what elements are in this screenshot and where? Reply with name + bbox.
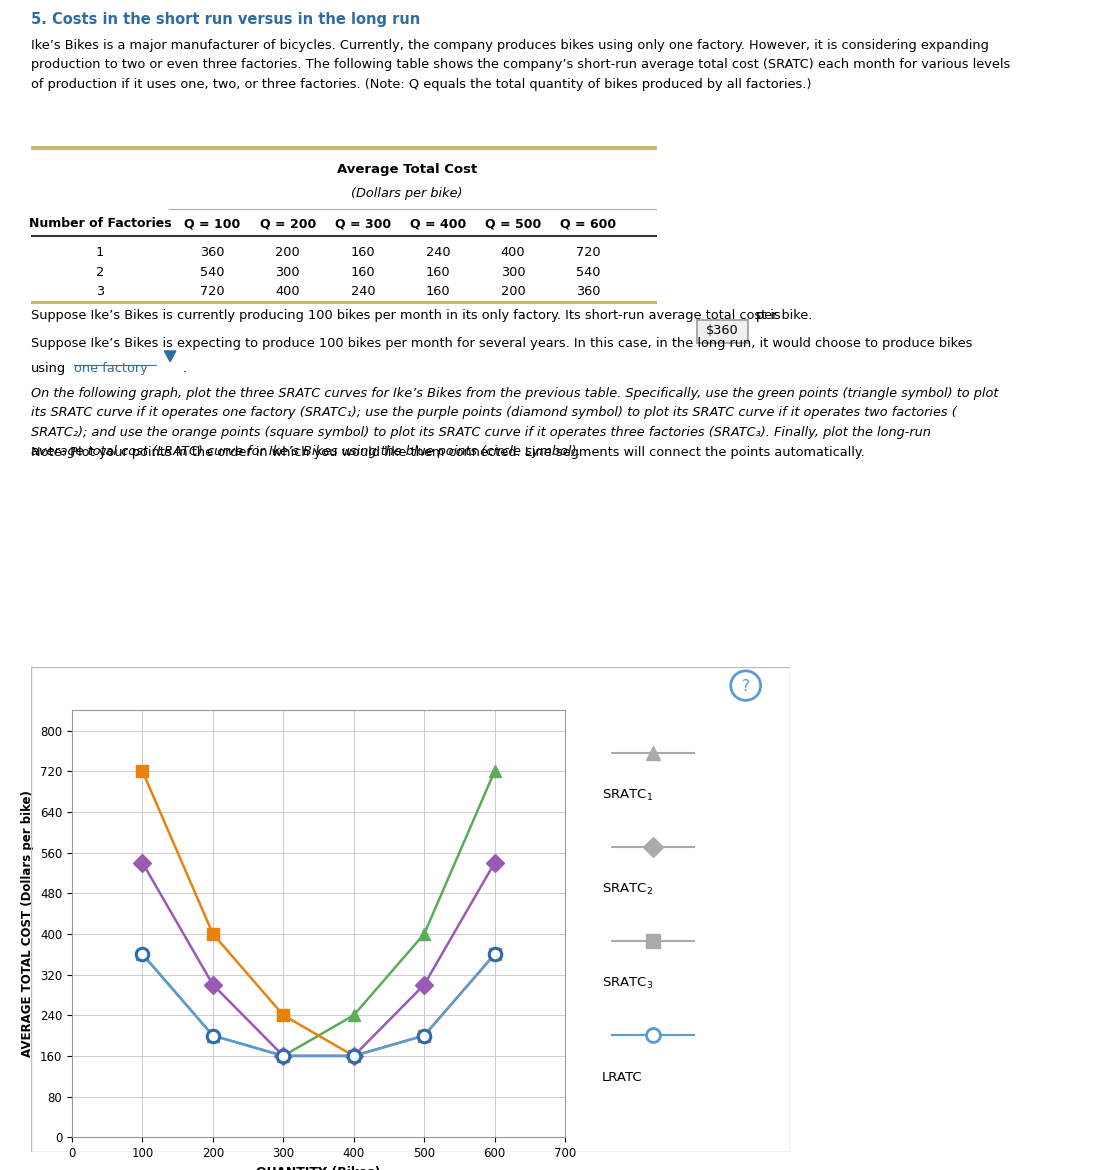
Text: 5. Costs in the short run versus in the long run: 5. Costs in the short run versus in the … [31, 12, 420, 27]
Text: Q = 500: Q = 500 [485, 218, 541, 230]
Text: 240: 240 [350, 285, 376, 298]
Text: Q = 200: Q = 200 [259, 218, 316, 230]
Text: On the following graph, plot the three SRATC curves for Ike’s Bikes from the pre: On the following graph, plot the three S… [31, 387, 998, 457]
Text: 240: 240 [425, 246, 450, 259]
Text: 3: 3 [95, 285, 104, 298]
Text: 540: 540 [201, 266, 225, 280]
Text: Q = 300: Q = 300 [335, 218, 391, 230]
Text: LRATC: LRATC [603, 1071, 643, 1083]
X-axis label: QUANTITY (Bikes): QUANTITY (Bikes) [256, 1165, 381, 1170]
Text: SRATC$_1$: SRATC$_1$ [603, 789, 654, 803]
Text: SRATC$_2$: SRATC$_2$ [603, 882, 654, 897]
Text: Suppose Ike’s Bikes is expecting to produce 100 bikes per month for several year: Suppose Ike’s Bikes is expecting to prod… [31, 337, 973, 350]
Text: 160: 160 [350, 266, 376, 280]
Text: Average Total Cost: Average Total Cost [337, 164, 476, 177]
Text: 1: 1 [95, 246, 104, 259]
Polygon shape [164, 351, 176, 362]
Text: 360: 360 [576, 285, 601, 298]
Text: Q = 600: Q = 600 [561, 218, 616, 230]
Text: .: . [183, 362, 187, 374]
Text: Q = 100: Q = 100 [184, 218, 240, 230]
Text: one factory: one factory [73, 362, 147, 374]
Text: 400: 400 [501, 246, 525, 259]
Text: 200: 200 [501, 285, 525, 298]
Text: 2: 2 [95, 266, 104, 280]
Text: 720: 720 [576, 246, 601, 259]
Text: 160: 160 [350, 246, 376, 259]
Text: (Dollars per bike): (Dollars per bike) [351, 187, 462, 200]
Text: 720: 720 [201, 285, 225, 298]
Text: 360: 360 [201, 246, 225, 259]
Text: 300: 300 [501, 266, 525, 280]
Text: 300: 300 [276, 266, 300, 280]
Text: using: using [31, 362, 66, 374]
Text: SRATC$_3$: SRATC$_3$ [603, 976, 654, 991]
Text: ?: ? [741, 679, 750, 694]
Text: per bike.: per bike. [756, 309, 812, 322]
Text: 160: 160 [425, 285, 450, 298]
Text: Ike’s Bikes is a major manufacturer of bicycles. Currently, the company produces: Ike’s Bikes is a major manufacturer of b… [31, 39, 1010, 90]
Text: 160: 160 [425, 266, 450, 280]
Text: 200: 200 [275, 246, 300, 259]
Text: Number of Factories: Number of Factories [29, 218, 172, 230]
Y-axis label: AVERAGE TOTAL COST (Dollars per bike): AVERAGE TOTAL COST (Dollars per bike) [21, 790, 34, 1058]
Text: 400: 400 [276, 285, 300, 298]
Text: Note: Plot your points in the order in which you would like them connected. Line: Note: Plot your points in the order in w… [31, 446, 864, 459]
Text: 540: 540 [576, 266, 601, 280]
Text: $360: $360 [706, 324, 739, 337]
Text: Q = 400: Q = 400 [410, 218, 466, 230]
Text: Suppose Ike’s Bikes is currently producing 100 bikes per month in its only facto: Suppose Ike’s Bikes is currently produci… [31, 309, 781, 322]
